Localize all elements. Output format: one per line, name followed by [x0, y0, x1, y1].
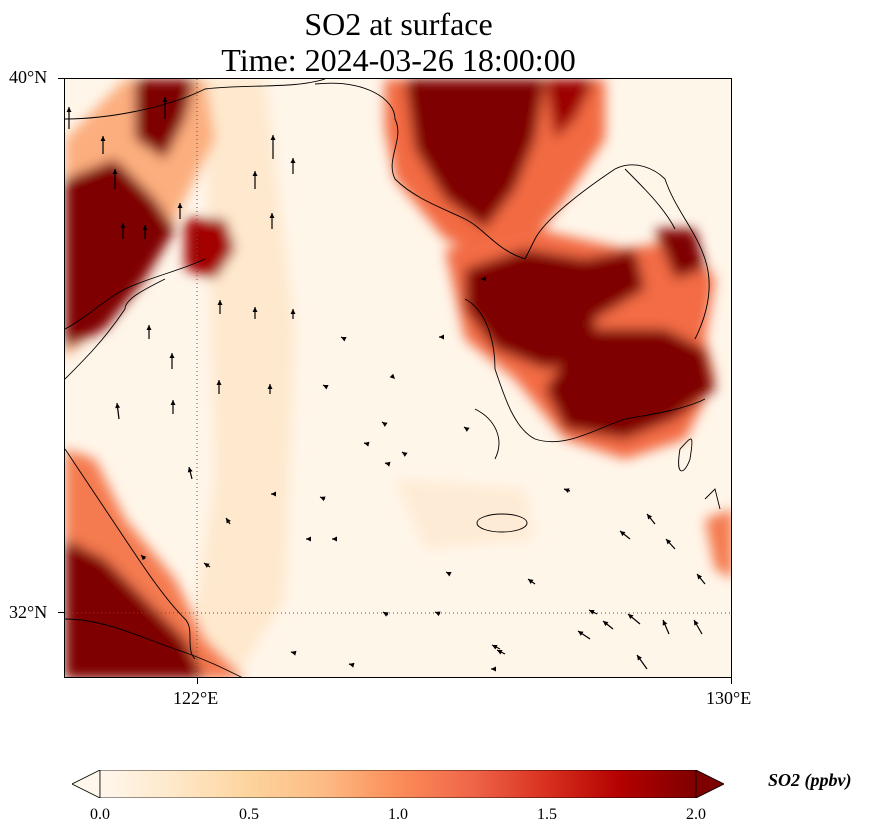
wind-arrow-head — [306, 536, 312, 542]
wind-arrow-head — [341, 337, 347, 342]
wind-arrow-head — [170, 400, 176, 406]
wind-arrow-head — [435, 611, 441, 617]
wind-arrow-head — [647, 514, 653, 520]
wind-arrow-head — [226, 518, 231, 524]
wind-arrow-head — [694, 620, 699, 626]
lon-label-130e: 130°E — [706, 688, 752, 708]
lat-label-32n: 32°N — [9, 602, 48, 622]
wind-arrow-head — [637, 655, 642, 661]
wind-arrow-head — [204, 563, 210, 568]
wind-arrow-head — [446, 572, 452, 577]
wind-arrow-head — [323, 385, 329, 390]
wind-arrow-head — [492, 645, 498, 650]
wind-arrow-head — [290, 158, 296, 164]
wind-arrow-head — [252, 171, 258, 177]
wind-arrow-head — [177, 203, 183, 209]
wind-arrow-head — [697, 574, 703, 580]
wind-arrow-head — [528, 579, 534, 584]
colorbar-tick-4: 2.0 — [686, 806, 706, 823]
colorbar-tick-0: 0.0 — [90, 806, 110, 823]
lat-tick-40n — [58, 78, 64, 79]
wind-arrow-head — [578, 631, 584, 636]
wind-arrow-head — [146, 325, 152, 331]
wind-arrow-head — [564, 488, 570, 493]
wind-arrow-head — [100, 136, 106, 142]
colorbar — [72, 770, 724, 798]
wind-arrow-head — [291, 650, 297, 656]
wind-arrow-head — [252, 307, 258, 313]
wind-vectors — [66, 97, 706, 672]
wind-arrow-head — [216, 380, 222, 386]
wind-arrow-head — [666, 539, 672, 545]
wind-arrow-head — [402, 452, 408, 457]
colorbar-title: SO2 (ppbv) — [768, 770, 852, 790]
so2-map-panel — [64, 78, 732, 678]
wind-arrow-head — [383, 612, 389, 617]
wind-arrow-head — [267, 384, 273, 390]
wind-arrow-head — [332, 536, 338, 542]
lat-label-40n: 40°N — [9, 67, 48, 87]
wind-arrow-head — [364, 441, 370, 447]
wind-arrow-head — [320, 496, 326, 502]
wind-arrow-head — [491, 666, 497, 672]
lon-tick-130e — [731, 678, 732, 684]
map-timestamp: Time: 2024-03-26 18:00:00 — [221, 42, 576, 78]
coastline — [65, 79, 721, 677]
wind-arrow-head — [385, 461, 391, 467]
wind-arrow-head — [349, 662, 355, 668]
wind-arrow-head — [439, 334, 445, 340]
wind-arrow-head — [603, 621, 609, 627]
wind-arrow-head — [217, 300, 223, 306]
wind-arrow-head — [497, 650, 503, 655]
lon-label-122e: 122°E — [173, 688, 219, 708]
wind-arrow-head — [620, 531, 626, 537]
so2-field-map — [65, 79, 731, 677]
lon-tick-122e — [197, 678, 198, 684]
map-title: SO2 at surface — [304, 6, 493, 42]
wind-arrow-head — [382, 422, 388, 427]
wind-arrow-head — [269, 213, 275, 219]
colorbar-gradient — [99, 770, 697, 798]
colorbar-extend-high — [695, 770, 724, 798]
wind-arrow-head — [662, 620, 668, 626]
wind-arrow-head — [169, 353, 175, 359]
wind-arrow-head — [271, 491, 277, 497]
colorbar-tick-3: 1.5 — [537, 806, 557, 823]
wind-arrow-head — [628, 614, 634, 620]
wind-arrow-head — [270, 135, 276, 141]
wind-arrow-head — [115, 403, 121, 409]
wind-arrow-head — [142, 225, 148, 231]
wind-arrow-head — [112, 169, 118, 175]
wind-arrow-head — [589, 610, 595, 615]
wind-arrow-head — [66, 107, 72, 113]
wind-arrow-head — [120, 223, 126, 229]
colorbar-tick-1: 0.5 — [239, 806, 259, 823]
wind-arrow-head — [162, 97, 168, 103]
wind-arrow-head — [187, 467, 193, 473]
colorbar-extend-low — [72, 770, 101, 798]
colorbar-tick-2: 1.0 — [388, 806, 408, 823]
wind-arrow-head — [389, 373, 395, 379]
wind-arrow-head — [290, 309, 296, 315]
lat-tick-32n — [58, 612, 64, 613]
wind-arrow-head — [464, 427, 470, 432]
wind-arrow-head — [481, 276, 487, 282]
